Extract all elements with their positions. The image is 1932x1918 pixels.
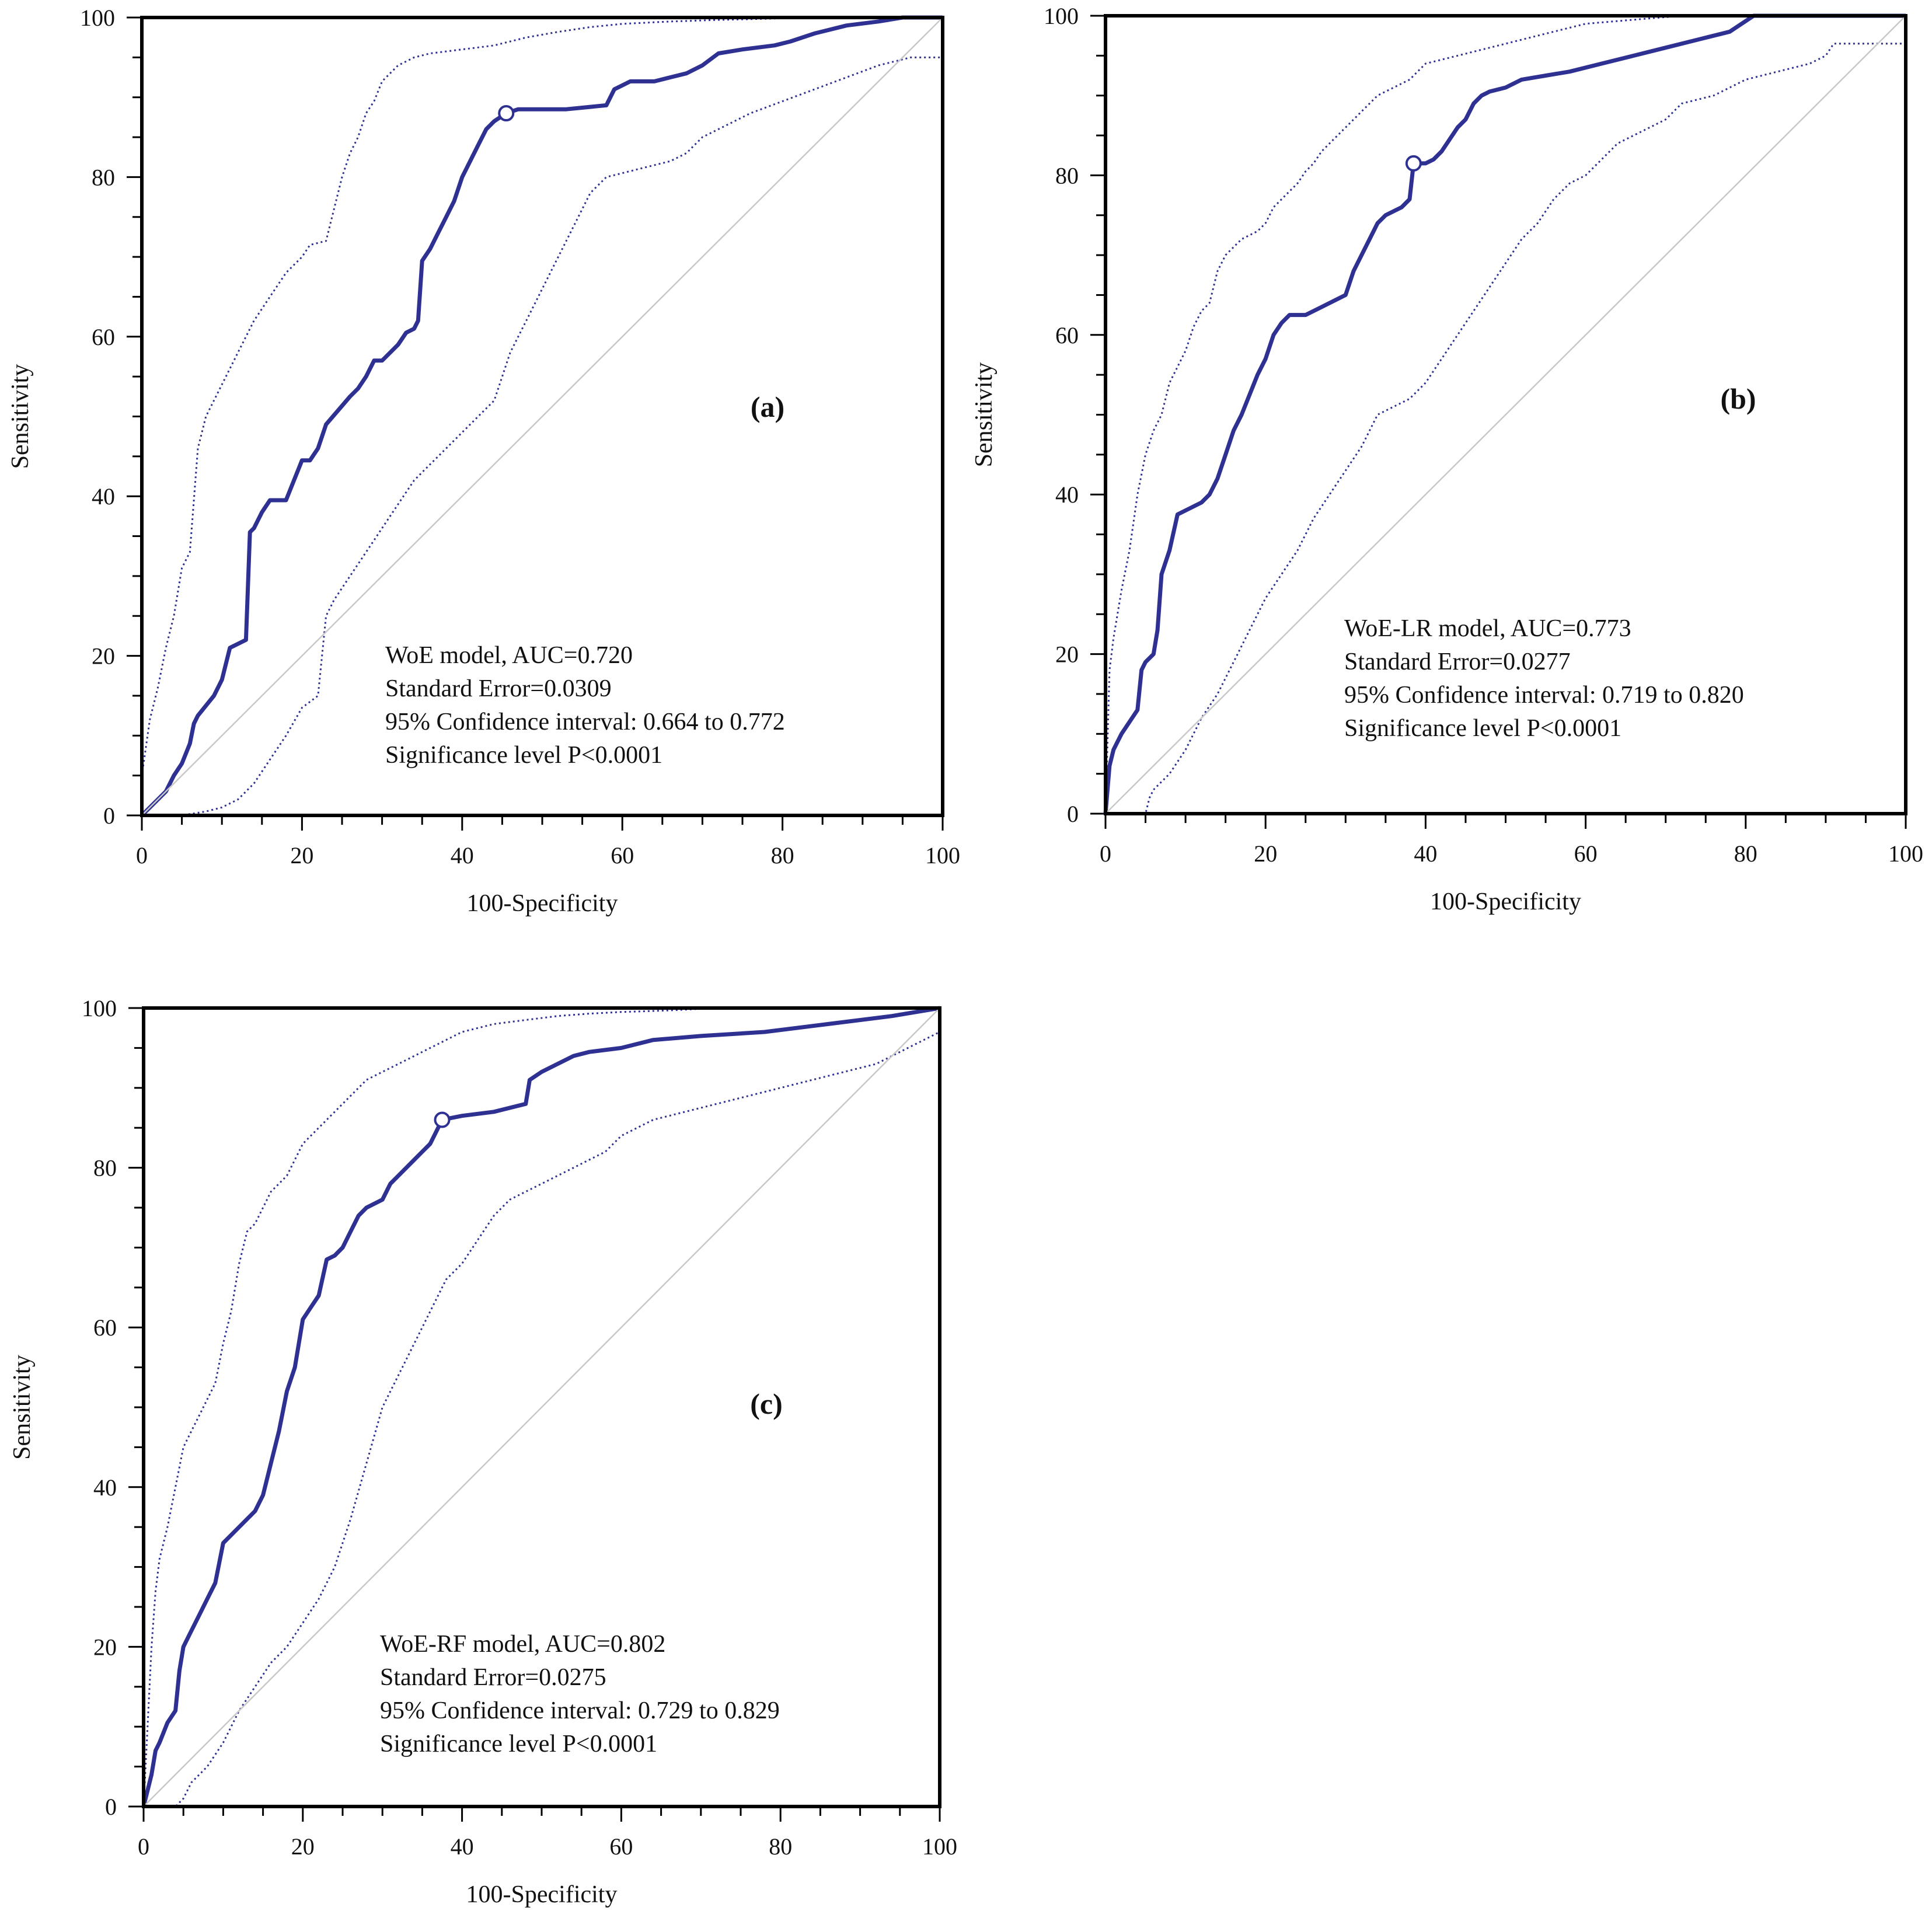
stat-line: Significance level P<0.0001 xyxy=(385,742,662,769)
y-tick-label: 100 xyxy=(1044,3,1079,29)
y-axis-title: Sensitivity xyxy=(7,364,34,469)
x-axis-title: 100-Specificity xyxy=(1430,888,1581,915)
stat-line: WoE-LR model, AUC=0.773 xyxy=(1344,615,1631,642)
stat-line: 95% Confidence interval: 0.719 to 0.820 xyxy=(1344,682,1744,709)
stat-line: 95% Confidence interval: 0.664 to 0.772 xyxy=(385,709,785,735)
x-tick-label: 40 xyxy=(1414,841,1437,867)
plot-frame xyxy=(140,16,944,817)
y-tick-label: 60 xyxy=(92,324,115,350)
y-tick-label: 80 xyxy=(1055,162,1079,189)
cutoff-point-marker xyxy=(1405,155,1422,172)
stat-line: 95% Confidence interval: 0.729 to 0.829 xyxy=(380,1697,780,1724)
reference-diagonal xyxy=(1105,15,1906,814)
y-tick-label: 60 xyxy=(93,1314,117,1341)
x-tick-label: 60 xyxy=(611,842,634,869)
x-axis-title: 100-Specificity xyxy=(466,1881,618,1908)
x-tick-label: 80 xyxy=(771,842,794,869)
x-tick-label: 80 xyxy=(1734,841,1757,867)
roc-panel-c: 0 20 40 60 80 100 0 20 40 60 80 100 100-Specificity S… xyxy=(9,995,957,1908)
x-tick-label: 40 xyxy=(451,1833,474,1860)
x-tick-label: 60 xyxy=(609,1833,633,1860)
y-axis-title: Sensitivity xyxy=(971,362,998,468)
y-tick-label: 20 xyxy=(92,643,115,669)
y-tick-label: 40 xyxy=(92,483,115,510)
y-tick-label: 100 xyxy=(80,5,115,31)
y-tick-label: 80 xyxy=(92,164,115,190)
y-axis-title: Sensitivity xyxy=(9,1355,36,1460)
y-tick-label: 100 xyxy=(82,995,117,1021)
x-tick-label: 80 xyxy=(769,1833,792,1860)
stat-line: Standard Error=0.0275 xyxy=(380,1664,606,1691)
panel-label: (a) xyxy=(751,390,784,423)
roc-curve xyxy=(141,1006,940,1807)
panel-label: (b) xyxy=(1720,382,1756,415)
y-tick-label: 0 xyxy=(105,1794,117,1820)
x-tick-label: 20 xyxy=(1254,841,1277,867)
plot-frame xyxy=(142,1006,941,1808)
plot-frame xyxy=(1104,14,1907,815)
stat-line: WoE-RF model, AUC=0.802 xyxy=(380,1631,665,1658)
roc-curve xyxy=(1103,13,1906,814)
x-tick-label: 40 xyxy=(451,842,474,869)
stat-line: Standard Error=0.0309 xyxy=(385,675,612,702)
x-tick-label: 100 xyxy=(925,842,960,869)
x-axis-title: 100-Specificity xyxy=(467,890,618,917)
stat-line: Significance level P<0.0001 xyxy=(1344,715,1621,742)
x-tick-label: 20 xyxy=(291,1833,315,1860)
x-tick-label: 100 xyxy=(922,1833,957,1860)
stat-line: Significance level P<0.0001 xyxy=(380,1731,657,1757)
x-tick-label: 20 xyxy=(290,842,313,869)
y-tick-label: 0 xyxy=(1067,801,1079,827)
x-tick-label: 60 xyxy=(1574,841,1598,867)
reference-diagonal xyxy=(141,17,943,816)
roc-panel-a: 0 20 40 60 80 100 0 20 40 60 80 100 100-Specificity S… xyxy=(7,5,960,917)
y-tick-label: 60 xyxy=(1055,322,1079,348)
y-tick-label: 20 xyxy=(93,1634,117,1660)
x-tick-label: 0 xyxy=(138,1833,149,1860)
x-tick-label: 0 xyxy=(1100,841,1111,867)
roc-curve xyxy=(140,15,943,817)
panel-label: (c) xyxy=(750,1387,783,1420)
x-tick-label: 0 xyxy=(136,842,148,869)
stat-line: WoE model, AUC=0.720 xyxy=(385,642,633,669)
y-tick-label: 20 xyxy=(1055,641,1079,668)
confidence-interval-line xyxy=(1104,15,1906,814)
cutoff-point-marker xyxy=(498,105,515,122)
confidence-interval-line xyxy=(144,1031,940,1808)
y-tick-label: 40 xyxy=(1055,482,1079,508)
stat-line: Standard Error=0.0277 xyxy=(1344,648,1571,675)
cutoff-point-marker xyxy=(434,1111,451,1128)
roc-panel-b: 0 20 40 60 80 100 0 20 40 60 80 100 100-Specificity S… xyxy=(971,3,1923,915)
x-tick-label: 100 xyxy=(1888,841,1923,867)
y-tick-label: 0 xyxy=(103,803,115,829)
y-tick-label: 80 xyxy=(93,1155,117,1181)
reference-diagonal xyxy=(143,1007,940,1807)
confidence-interval-line xyxy=(142,1007,940,1807)
y-tick-label: 40 xyxy=(93,1474,117,1501)
